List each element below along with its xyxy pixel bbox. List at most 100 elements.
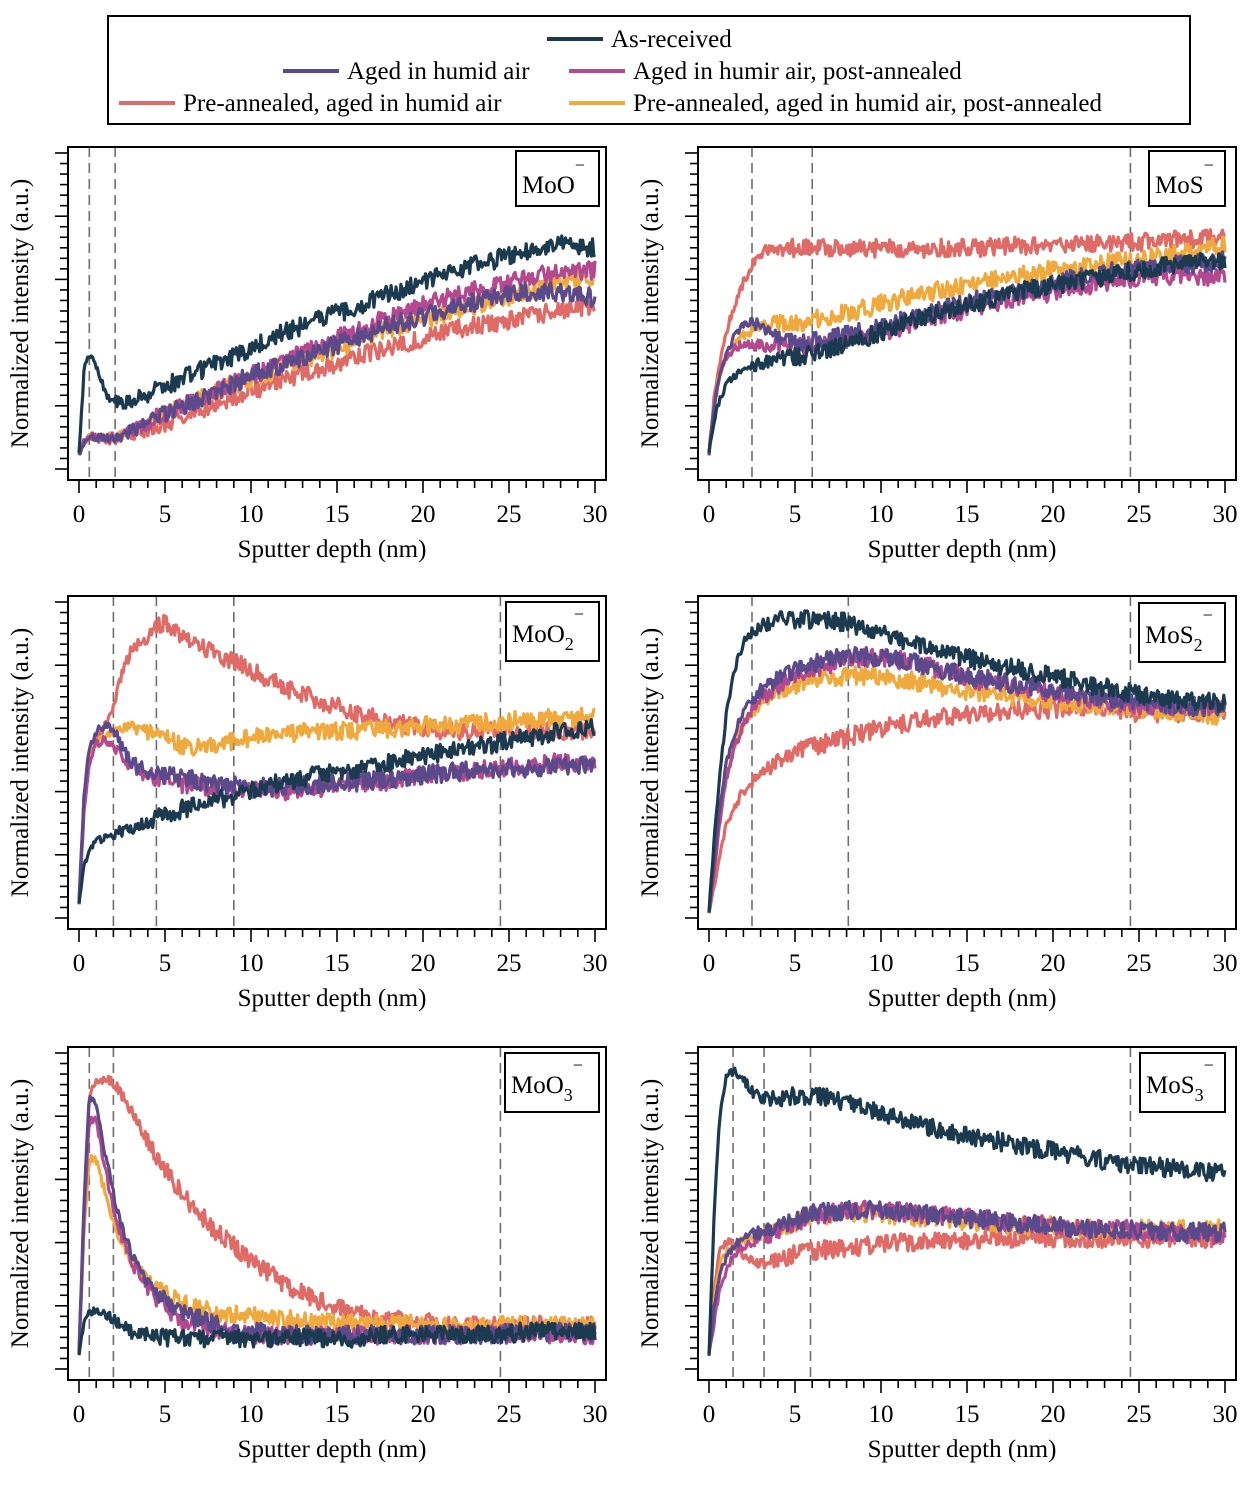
species-label-box xyxy=(505,601,600,662)
x-tick-label: 5 xyxy=(789,950,802,977)
series-line xyxy=(77,706,596,902)
y-axis-label: Normalized intensity (a.u.) xyxy=(7,1079,34,1348)
x-axis-label: Sputter depth (nm) xyxy=(868,1436,1057,1463)
series-line xyxy=(707,609,1227,913)
x-tick-label: 0 xyxy=(703,950,716,977)
species-label-text: MoO− xyxy=(522,155,585,199)
x-axis: 0 5 10 15 20 25 30 xyxy=(73,480,608,528)
series-line xyxy=(77,234,597,454)
panel-moo3: 0 5 10 15 20 25 30 Sputter depth (nm) Normalized… xyxy=(7,1046,608,1463)
species-base: MoS xyxy=(1146,1072,1195,1099)
y-axis xyxy=(55,1052,68,1370)
species-superscript: − xyxy=(574,604,584,624)
x-tick-label: 30 xyxy=(583,950,608,977)
species-superscript: − xyxy=(573,1055,583,1075)
x-tick-label: 30 xyxy=(1213,1401,1238,1428)
panel-mos3: 0 5 10 15 20 25 30 Sputter depth (nm) Normalized… xyxy=(637,1046,1238,1463)
series-line xyxy=(707,228,1227,456)
x-tick-label: 10 xyxy=(869,501,894,528)
x-axis: 0 5 10 15 20 25 30 xyxy=(73,1380,608,1428)
series-group xyxy=(707,1066,1227,1356)
legend-label-as-received: As-received xyxy=(611,26,732,53)
series-line xyxy=(77,1306,597,1356)
x-tick-label: 30 xyxy=(1213,501,1238,528)
species-label-box xyxy=(515,150,600,207)
x-axis: 0 5 10 15 20 25 30 xyxy=(703,1380,1238,1428)
species-base: MoS xyxy=(1145,622,1194,649)
x-tick-label: 15 xyxy=(325,950,350,977)
x-tick-label: 5 xyxy=(789,501,802,528)
x-tick-label: 15 xyxy=(955,501,980,528)
series-line xyxy=(707,698,1227,914)
species-label: MoO− xyxy=(515,150,600,207)
x-tick-label: 25 xyxy=(1127,501,1152,528)
y-axis-label: Normalized intensity (a.u.) xyxy=(637,628,664,897)
x-tick-label: 0 xyxy=(703,501,716,528)
x-tick-label: 10 xyxy=(869,950,894,977)
species-label: MoS3− xyxy=(1139,1052,1226,1113)
x-tick-label: 25 xyxy=(497,1401,522,1428)
x-tick-label: 10 xyxy=(239,1401,264,1428)
x-tick-label: 5 xyxy=(159,1401,172,1428)
series-group xyxy=(77,234,597,456)
x-tick-label: 15 xyxy=(325,1401,350,1428)
species-label-box xyxy=(1139,1052,1226,1113)
x-axis-label: Sputter depth (nm) xyxy=(868,536,1057,563)
panel-mos2: 0 5 10 15 20 25 30 Sputter depth (nm) Normalized… xyxy=(637,595,1238,1012)
x-tick-label: 20 xyxy=(1041,501,1066,528)
x-tick-label: 25 xyxy=(497,501,522,528)
x-tick-label: 5 xyxy=(159,950,172,977)
species-subscript: 2 xyxy=(565,634,574,654)
series-line xyxy=(707,1199,1227,1354)
series-group xyxy=(707,228,1227,456)
x-tick-label: 0 xyxy=(73,950,86,977)
x-tick-label: 0 xyxy=(73,501,86,528)
y-axis-label: Normalized intensity (a.u.) xyxy=(637,179,664,448)
x-axis-label: Sputter depth (nm) xyxy=(238,536,427,563)
species-subscript: 2 xyxy=(1194,635,1203,655)
panel-mos: 0 5 10 15 20 25 30 Sputter depth (nm) Normalized… xyxy=(637,146,1238,563)
species-label-text: MoS3− xyxy=(1146,1055,1214,1105)
x-axis: 0 5 10 15 20 25 30 xyxy=(703,480,1238,528)
y-axis-label: Normalized intensity (a.u.) xyxy=(7,628,34,897)
species-label-text: MoO3− xyxy=(511,1055,583,1105)
species-label: MoO3− xyxy=(504,1052,600,1113)
x-axis-label: Sputter depth (nm) xyxy=(868,985,1057,1012)
species-base: MoO xyxy=(511,1072,564,1099)
species-base: MoS xyxy=(1155,172,1204,199)
species-label-text: MoO2− xyxy=(512,604,584,654)
x-tick-label: 20 xyxy=(411,1401,436,1428)
series-line xyxy=(707,252,1227,453)
x-tick-label: 0 xyxy=(73,1401,86,1428)
x-axis-label: Sputter depth (nm) xyxy=(238,985,427,1012)
x-tick-label: 25 xyxy=(1127,950,1152,977)
series-group xyxy=(77,613,597,905)
x-tick-label: 5 xyxy=(159,501,172,528)
y-axis xyxy=(685,152,698,470)
x-tick-label: 0 xyxy=(703,1401,716,1428)
x-tick-label: 10 xyxy=(239,501,264,528)
species-subscript: 3 xyxy=(1195,1085,1204,1105)
species-superscript: − xyxy=(1204,1055,1214,1075)
series-line xyxy=(77,296,597,456)
species-subscript: 3 xyxy=(564,1085,573,1105)
y-axis-label: Normalized intensity (a.u.) xyxy=(7,179,34,448)
species-label: MoS2− xyxy=(1138,602,1226,663)
x-tick-label: 30 xyxy=(1213,950,1238,977)
legend-label-pre-aged: Pre-annealed, aged in humid air xyxy=(183,90,502,117)
species-base: MoO xyxy=(522,172,575,199)
x-tick-label: 20 xyxy=(1041,1401,1066,1428)
series-group xyxy=(77,1074,597,1356)
x-tick-label: 15 xyxy=(955,950,980,977)
y-axis-label: Normalized intensity (a.u.) xyxy=(637,1079,664,1348)
panel-moo: 0 5 10 15 20 25 30 Sputter depth (nm) Normalized… xyxy=(7,146,608,563)
y-axis xyxy=(55,601,68,919)
x-tick-label: 20 xyxy=(1041,950,1066,977)
species-superscript: − xyxy=(1203,605,1213,625)
x-tick-label: 15 xyxy=(955,1401,980,1428)
x-tick-label: 20 xyxy=(411,501,436,528)
series-line xyxy=(707,645,1227,913)
x-tick-label: 30 xyxy=(583,1401,608,1428)
